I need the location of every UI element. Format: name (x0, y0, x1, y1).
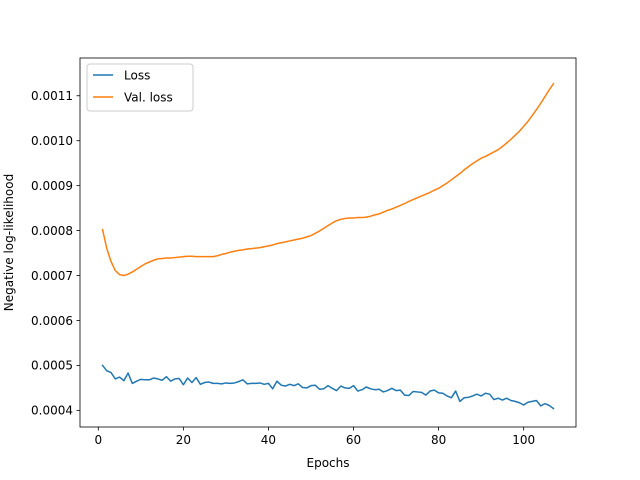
plot-area (79, 57, 577, 428)
legend: Loss Val. loss (86, 63, 194, 112)
legend-label-2: Val. loss (124, 91, 173, 105)
x-tick-label: 80 (431, 433, 446, 447)
y-tick-label: 0.0011 (31, 89, 73, 103)
legend-label-1: Loss (124, 69, 150, 83)
y-tick-label: 0.0008 (31, 224, 73, 238)
x-tick-label: 60 (346, 433, 361, 447)
x-axis-ticks: 0 20 40 60 80 100 (94, 427, 535, 447)
legend-box (86, 63, 194, 112)
y-tick-label: 0.0007 (31, 269, 73, 283)
y-tick-label: 0.0004 (31, 404, 73, 418)
y-axis-label: Negative log-likelihood (2, 174, 16, 311)
y-tick-label: 0.0010 (31, 134, 73, 148)
y-tick-label: 0.0009 (31, 179, 73, 193)
axes-frame (79, 57, 577, 428)
y-tick-label: 0.0005 (31, 359, 73, 373)
x-axis-label: Epochs (307, 456, 350, 470)
x-tick-label: 100 (512, 433, 535, 447)
series-line-1 (101, 364, 555, 410)
x-tick-label: 20 (176, 433, 191, 447)
y-tick-label: 0.0006 (31, 314, 73, 328)
y-axis-ticks: 0.0004 0.0005 0.0006 0.0007 0.0008 0.0009 0.00… (31, 89, 80, 418)
series-line-2 (101, 82, 555, 277)
series-layer (101, 82, 555, 410)
x-tick-label: 0 (94, 433, 102, 447)
x-tick-label: 40 (261, 433, 276, 447)
